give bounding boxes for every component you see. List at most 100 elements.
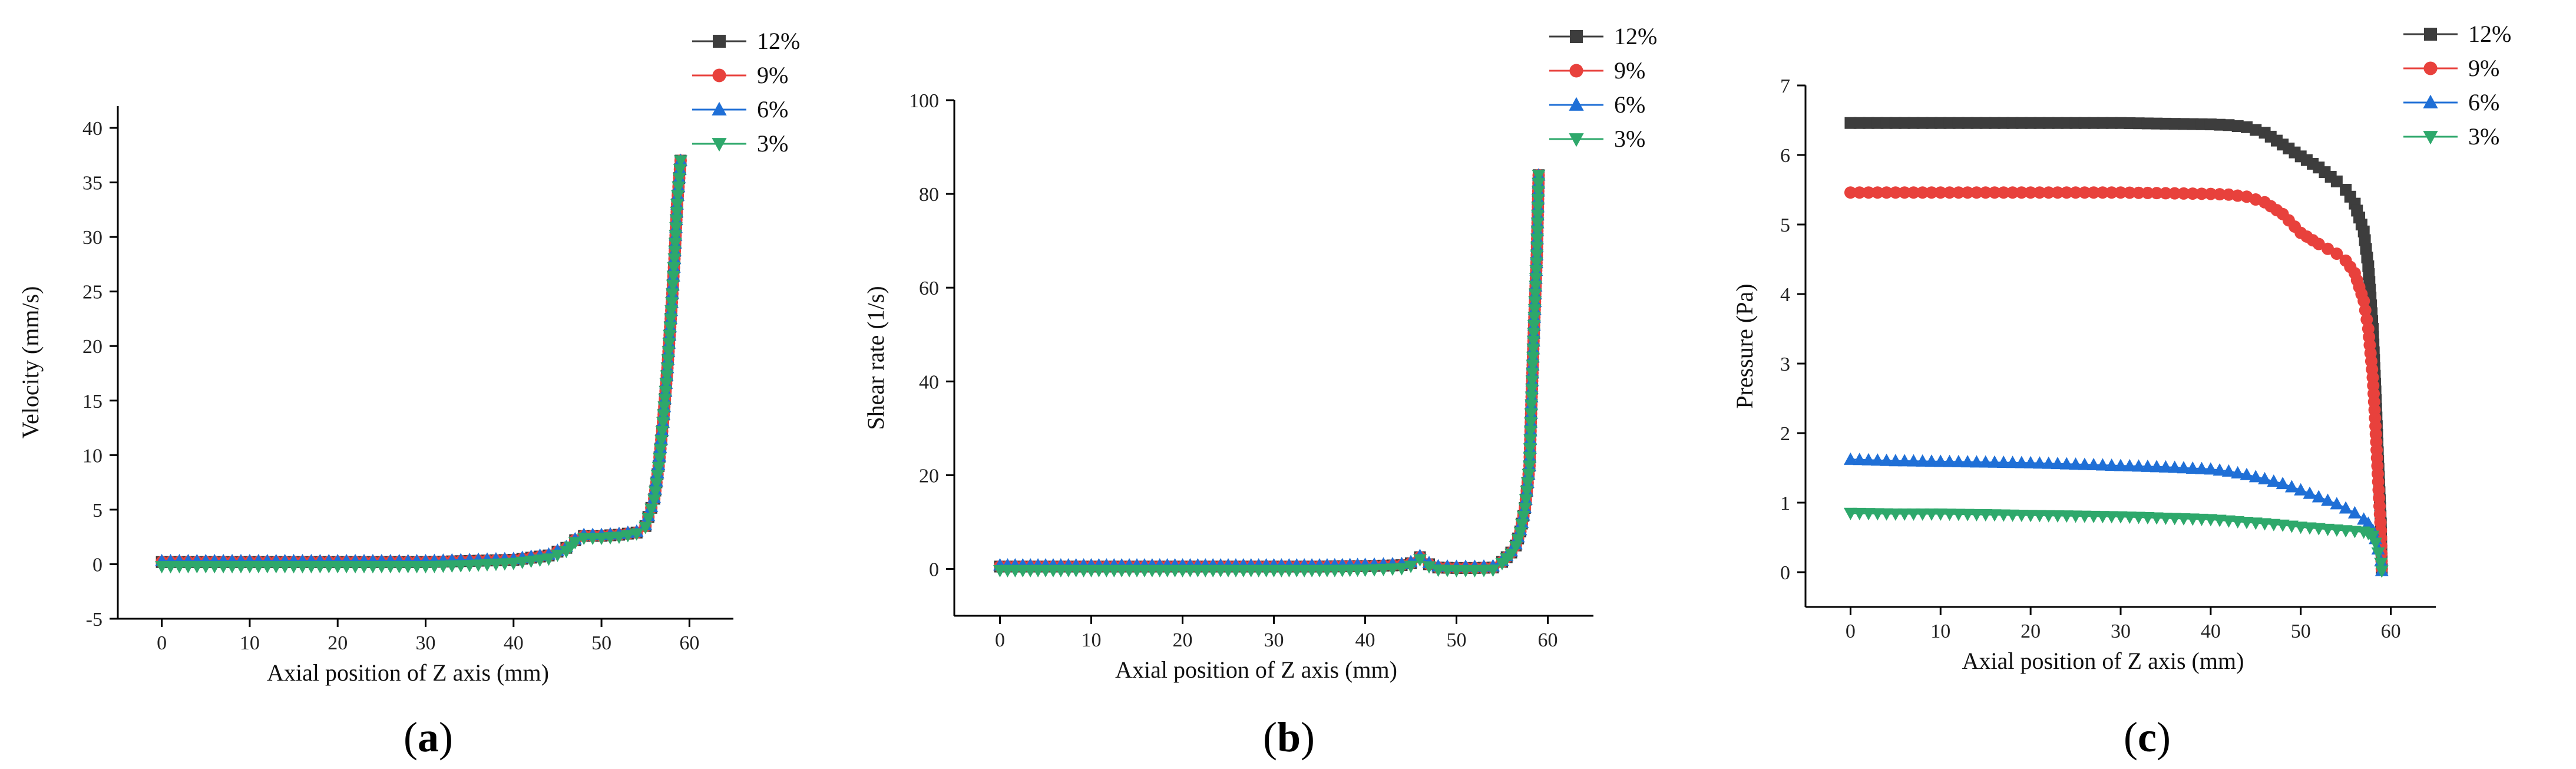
data-point [649, 478, 663, 491]
data-point [647, 494, 662, 507]
y-tick-label: 25 [82, 282, 102, 303]
data-point [659, 378, 673, 391]
data-point [1952, 186, 1965, 199]
x-tick-label: 20 [328, 632, 348, 654]
data-point [164, 561, 178, 574]
data-point [498, 558, 512, 571]
y-axis-title: Shear rate (1/s) [862, 286, 889, 430]
legend-label: 3% [2468, 123, 2499, 150]
data-point [480, 559, 494, 572]
data-point [1529, 273, 1543, 286]
y-tick-label: 40 [919, 371, 939, 393]
data-point [577, 533, 591, 546]
data-point [2321, 523, 2335, 536]
data-point [2006, 509, 2020, 522]
data-point [1843, 452, 1857, 465]
panel-label-c-open: ( [2124, 714, 2138, 761]
x-tick-label: 0 [157, 632, 167, 654]
data-point [2105, 511, 2119, 524]
data-point [2015, 117, 2028, 129]
legend-marker [712, 138, 727, 152]
data-point [2015, 456, 2029, 468]
data-point [2213, 188, 2226, 201]
data-point [2059, 510, 2074, 523]
data-point [2258, 471, 2272, 484]
data-point [1528, 288, 1542, 301]
data-point [2078, 186, 2091, 199]
data-point [1870, 453, 1884, 466]
data-point [2213, 514, 2227, 527]
data-point [662, 338, 676, 351]
data-point [2374, 557, 2388, 570]
data-point [2231, 516, 2245, 529]
legend-marker [2423, 94, 2438, 108]
data-point [2330, 247, 2343, 260]
data-point [2359, 304, 2372, 317]
data-point [2250, 124, 2262, 136]
y-axis-title: Velocity (mm/s) [17, 286, 44, 439]
legend-marker [1569, 64, 1583, 78]
data-point [1952, 509, 1966, 522]
data-point [1504, 549, 1518, 561]
x-tick-label: 40 [2201, 621, 2221, 642]
data-point [410, 561, 424, 574]
data-point [2168, 187, 2181, 200]
data-point [1844, 117, 1857, 129]
data-point [1532, 170, 1546, 183]
data-point [383, 561, 398, 574]
legend-label: 9% [1614, 57, 1645, 84]
data-point [2177, 513, 2191, 526]
svg-text:(c): (c) [2124, 714, 2171, 761]
y-tick-label: 100 [909, 90, 939, 112]
y-tick-label: -5 [86, 609, 102, 631]
data-point [1459, 565, 1473, 577]
legend-marker [1570, 30, 1583, 43]
data-point [662, 346, 676, 359]
data-point [190, 561, 204, 574]
data-point [621, 530, 635, 543]
data-point [1523, 443, 1537, 456]
data-point [1529, 265, 1543, 278]
data-point [670, 206, 684, 219]
x-axis-title: Axial position of Z axis (mm) [267, 659, 549, 686]
data-point [1889, 508, 1903, 521]
data-point [1477, 565, 1491, 577]
data-point [2096, 186, 2109, 199]
panel-label-c-letter: c [2138, 714, 2157, 761]
data-point [2294, 522, 2308, 534]
legend-marker [2424, 28, 2437, 41]
x-tick-label: 60 [679, 632, 699, 654]
data-point [603, 532, 617, 545]
data-point [2312, 490, 2326, 503]
data-point [1916, 117, 1929, 129]
legend-label: 3% [1614, 126, 1645, 152]
data-point [1899, 117, 1911, 129]
data-point [655, 425, 669, 438]
data-point [2248, 470, 2263, 483]
data-point [1530, 217, 1545, 230]
data-point [524, 555, 538, 568]
data-point [641, 513, 656, 526]
data-point [2141, 459, 2155, 472]
data-point [2258, 518, 2272, 531]
data-point [2105, 186, 2118, 199]
data-point [322, 561, 336, 574]
data-point [1996, 456, 2010, 468]
legend-label: 9% [2468, 55, 2499, 81]
series-line [161, 160, 682, 563]
data-point [2006, 117, 2019, 129]
data-point [659, 385, 673, 398]
x-tick-label: 20 [1173, 629, 1193, 651]
y-tick-label: 20 [919, 465, 939, 487]
y-tick-label: 6 [1780, 145, 1790, 167]
data-point [2122, 458, 2137, 471]
legend-label: 6% [757, 96, 788, 123]
legend-marker [712, 68, 726, 82]
data-point [2124, 117, 2136, 129]
data-point [1906, 508, 1920, 521]
data-point [1531, 202, 1545, 214]
data-point [2185, 461, 2200, 474]
data-point [1924, 454, 1939, 467]
data-point [1943, 454, 1957, 467]
data-point [1526, 344, 1540, 357]
